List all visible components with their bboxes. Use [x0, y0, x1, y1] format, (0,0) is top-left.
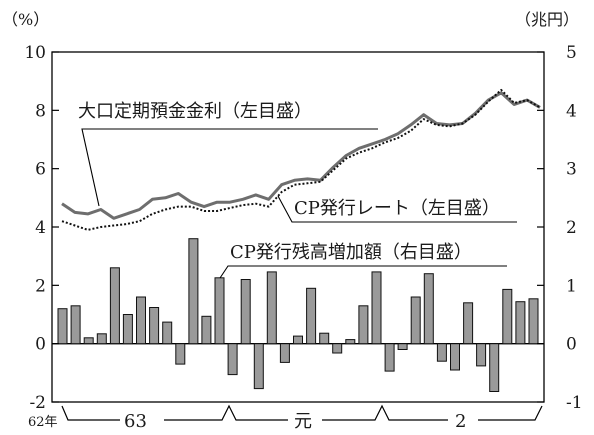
cp-issue-bar: [306, 287, 317, 345]
era-label-63: 63: [124, 411, 147, 432]
annotations: 大口定期預金金利（左目盛） CP発行レート（左目盛） CP発行残高増加額（右目盛…: [76, 96, 522, 279]
era-label-gen: 元: [294, 411, 312, 432]
left-axis-unit: （%）: [2, 10, 49, 29]
cp-issue-bar: [371, 271, 382, 345]
left-tick-label: 10: [24, 43, 46, 63]
cp-issue-bar: [70, 305, 81, 345]
plot-area: [51, 51, 545, 403]
cp-issue-bar: [149, 307, 160, 345]
cp-issue-bar: [502, 288, 513, 345]
cp-issue-bar: [253, 343, 264, 390]
cp-issue-bar: [319, 332, 330, 345]
right-tick-label: 3: [566, 160, 577, 180]
left-axis: 10 8 6 4 2 0 -2: [24, 43, 59, 413]
cp-issue-bar: [214, 277, 225, 345]
cp-issue-bar: [332, 343, 343, 354]
right-tick-label: -1: [566, 393, 583, 413]
right-tick-label: 4: [566, 101, 577, 121]
cp-issue-bar: [293, 335, 303, 345]
right-axis-unit: （兆円）: [515, 10, 579, 29]
cp-issue-bar: [384, 343, 395, 372]
cp-issue-bar: [109, 267, 120, 345]
cp-issue-bar: [489, 343, 500, 393]
cp-issue-bar: [266, 271, 277, 345]
right-tick-label: 1: [566, 276, 577, 296]
right-tick-label: 5: [566, 43, 577, 63]
left-tick-label: 4: [35, 218, 46, 238]
cp-issue-bar: [515, 301, 526, 345]
left-tick-label: 8: [35, 101, 46, 121]
cp-issue-bar: [175, 343, 186, 365]
left-tick-label: 0: [35, 335, 46, 355]
cp-issue-bar: [476, 343, 487, 367]
right-tick-label: 0: [566, 335, 577, 355]
era-gen-bg: [288, 410, 322, 432]
cp-issue-bar: [57, 308, 68, 345]
cp-issue-bar: [528, 298, 539, 345]
cp-issue-bar: [463, 302, 474, 345]
cp-issue-bar: [397, 343, 408, 351]
era-start-label: 62年: [28, 415, 58, 430]
cp-issue-bar: [345, 339, 356, 345]
cp-rate-label-bg: [290, 194, 522, 220]
deposit-rate-leader: [81, 128, 378, 207]
cp-issue-leader: [219, 265, 507, 279]
era-63-bg: [120, 410, 164, 432]
cp-issue-bar: [136, 296, 146, 345]
left-tick-label: 6: [35, 160, 46, 180]
cp-issue-bar: [279, 343, 290, 363]
cp-issue-bar: [240, 279, 251, 345]
bars-layer: [57, 238, 539, 393]
cp-issue-bar: [96, 333, 107, 345]
right-axis: 5 4 3 2 1 0 -1: [537, 43, 583, 413]
deposit-rate-label-bg: [76, 96, 382, 122]
right-tick-label: 2: [566, 218, 577, 238]
left-tick-label: 2: [35, 276, 46, 296]
cp-issue-bar: [410, 296, 421, 345]
era-label-2: 2: [455, 411, 466, 432]
cp-issue-bar: [201, 315, 212, 345]
cp-rate-leader: [277, 195, 517, 223]
cp-issue-label: CP発行残高増加額（右目盛）: [230, 242, 472, 263]
cp-issue-bar: [423, 273, 434, 345]
cp-issue-label-bg: [226, 238, 510, 264]
deposit-rate-label: 大口定期預金金利（左目盛）: [78, 101, 312, 122]
cp-issue-bar: [436, 343, 447, 362]
cp-issue-bar: [122, 314, 133, 345]
x-era-axis: 62年 63 元 2: [28, 404, 543, 432]
cp-issue-bar: [188, 238, 199, 345]
left-tick-label: -2: [29, 393, 46, 413]
cp-issue-bar: [450, 343, 460, 371]
era-2-bg: [448, 410, 478, 432]
cp-issue-bar: [162, 321, 173, 345]
cp-rate-label: CP発行レート（左目盛）: [294, 198, 500, 219]
deposit-rate-line: [61, 91, 541, 220]
lines-layer: [61, 88, 541, 231]
cp-issue-bar: [227, 343, 238, 376]
cp-issue-bar: [83, 337, 94, 345]
cp-issue-bar: [358, 305, 369, 345]
